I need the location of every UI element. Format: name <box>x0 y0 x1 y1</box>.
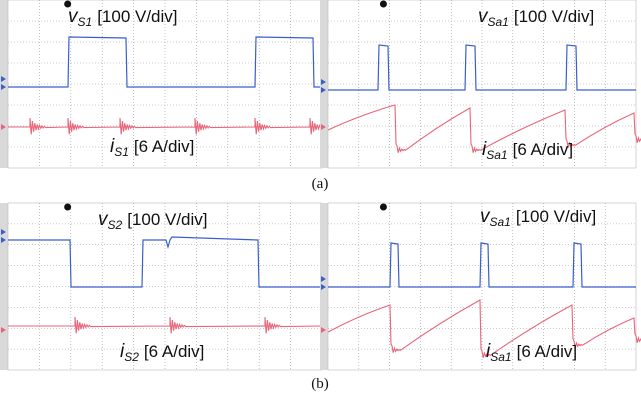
label-scale: [6 A/div] <box>517 342 577 361</box>
caption: (b) <box>311 376 329 392</box>
label-subscript: Sa1 <box>486 148 507 162</box>
label-scale: [100 V/div] <box>97 7 177 26</box>
trigger-marker <box>380 1 387 8</box>
trigger-marker <box>380 204 387 211</box>
trigger-marker <box>64 204 71 211</box>
label-subscript: Sa1 <box>490 215 511 229</box>
label-subscript: S2 <box>124 350 139 364</box>
label-scale: [6 A/div] <box>513 140 573 159</box>
label-subscript: S2 <box>108 218 123 232</box>
label-scale: [100 V/div] <box>516 207 596 226</box>
label-scale: [6 A/div] <box>134 137 194 156</box>
figure: vS1[100 V/div]iS1[6 A/div]vSa1[100 V/div… <box>0 0 641 399</box>
label-subscript: S1 <box>78 15 93 29</box>
label-scale: [6 A/div] <box>144 342 204 361</box>
label-subscript: Sa1 <box>490 350 511 364</box>
label-scale: [100 V/div] <box>127 210 207 229</box>
caption: (a) <box>312 176 329 192</box>
label-scale: [100 V/div] <box>514 7 594 26</box>
label-subscript: S1 <box>114 145 129 159</box>
label-subscript: Sa1 <box>488 15 509 29</box>
